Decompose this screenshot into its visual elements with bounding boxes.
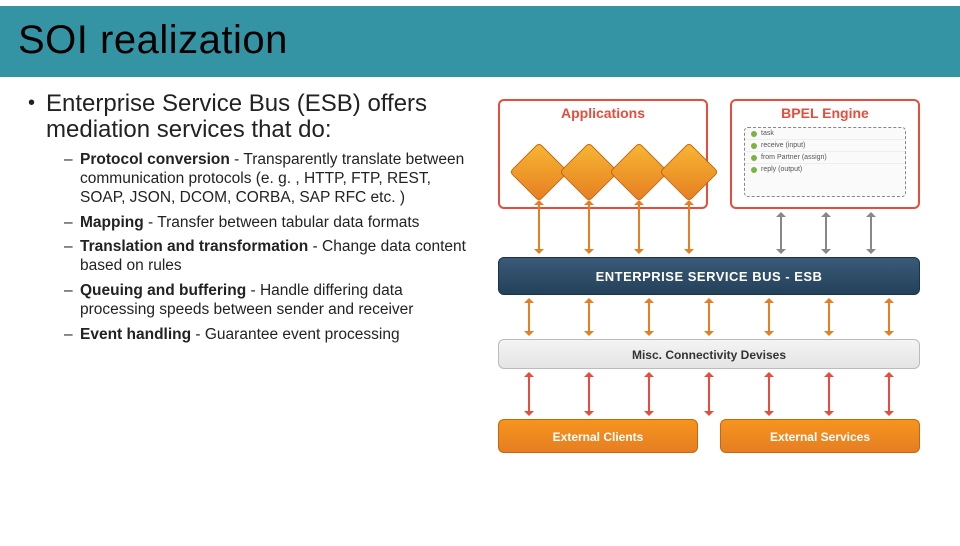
bullet-item: Mapping - Transfer between tabular data …: [64, 214, 468, 233]
arrow-misc-ext: [528, 375, 530, 413]
arrow-esb-misc: [528, 301, 530, 333]
bpel-row: task: [745, 128, 905, 140]
title-bar: SOI realization: [0, 6, 960, 77]
esb-diagram: Applications BPEL Engine task receive (i…: [480, 91, 950, 351]
lead-bullet: Enterprise Service Bus (ESB) offers medi…: [28, 91, 468, 143]
bullet-term: Translation and transformation: [80, 238, 308, 255]
bullet-term: Event handling: [80, 326, 191, 343]
bullet-item: Queuing and buffering - Handle differing…: [64, 282, 468, 320]
arrow-misc-ext: [708, 375, 710, 413]
arrow-esb-misc: [588, 301, 590, 333]
arrow-app-esb: [688, 203, 690, 251]
bullet-term: Protocol conversion: [80, 151, 230, 168]
arrow-misc-ext: [768, 375, 770, 413]
diagram-column: Applications BPEL Engine task receive (i…: [480, 91, 950, 351]
arrow-misc-ext: [588, 375, 590, 413]
misc-bar: Misc. Connectivity Devises: [498, 339, 920, 369]
esb-bar: ENTERPRISE SERVICE BUS - ESB: [498, 257, 920, 295]
bullet-term: Mapping: [80, 214, 144, 231]
bpel-row: receive (input): [745, 140, 905, 152]
arrow-bpel-esb: [825, 215, 827, 251]
bpel-inner-panel: task receive (input) from Partner (assig…: [744, 127, 906, 197]
bpel-label: BPEL Engine: [781, 105, 869, 121]
arrow-misc-ext: [648, 375, 650, 413]
ext-clients-label: External Clients: [553, 430, 644, 444]
arrow-esb-misc: [708, 301, 710, 333]
arrow-esb-misc: [888, 301, 890, 333]
arrow-app-esb: [538, 203, 540, 251]
arrow-misc-ext: [888, 375, 890, 413]
ext-services-label: External Services: [770, 430, 870, 444]
bullet-desc: - Guarantee event processing: [191, 326, 400, 343]
external-services-box: External Services: [720, 419, 920, 453]
arrow-esb-misc: [828, 301, 830, 333]
arrow-misc-ext: [828, 375, 830, 413]
arrow-esb-misc: [768, 301, 770, 333]
arrow-bpel-esb: [870, 215, 872, 251]
arrow-bpel-esb: [780, 215, 782, 251]
misc-label: Misc. Connectivity Devises: [632, 348, 786, 362]
slide-title: SOI realization: [18, 18, 960, 63]
arrow-esb-misc: [648, 301, 650, 333]
bullet-desc: - Transfer between tabular data formats: [144, 214, 420, 231]
applications-label: Applications: [561, 105, 645, 121]
bullet-item: Translation and transformation - Change …: [64, 238, 468, 276]
sub-bullet-list: Protocol conversion - Transparently tran…: [28, 151, 468, 345]
text-column: Enterprise Service Bus (ESB) offers medi…: [28, 91, 468, 351]
bullet-item: Protocol conversion - Transparently tran…: [64, 151, 468, 208]
bpel-row: reply (output): [745, 164, 905, 175]
arrow-app-esb: [638, 203, 640, 251]
bullet-term: Queuing and buffering: [80, 282, 246, 299]
bpel-row: from Partner (assign): [745, 152, 905, 164]
content-area: Enterprise Service Bus (ESB) offers medi…: [0, 77, 960, 351]
bullet-item: Event handling - Guarantee event process…: [64, 326, 468, 345]
bpel-box: BPEL Engine task receive (input) from Pa…: [730, 99, 920, 209]
external-clients-box: External Clients: [498, 419, 698, 453]
arrow-app-esb: [588, 203, 590, 251]
esb-label: ENTERPRISE SERVICE BUS - ESB: [596, 269, 823, 284]
